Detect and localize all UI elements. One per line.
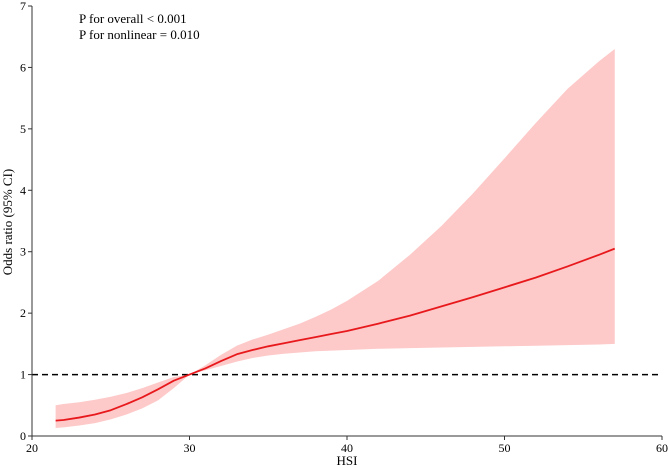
y-tick-label: 6 [20, 60, 26, 74]
y-tick-label: 7 [20, 0, 26, 13]
x-tick-label: 40 [341, 441, 353, 455]
odds-ratio-line [55, 247, 616, 422]
x-tick-label: 50 [499, 441, 511, 455]
x-tick-label: 20 [26, 441, 38, 455]
y-tick-label: 0 [20, 429, 26, 443]
x-tick-label: 30 [184, 441, 196, 455]
y-tick-label: 4 [20, 183, 26, 197]
y-axis-title: Odds ratio (95% CI) [0, 169, 15, 276]
annotation-p-nonlinear: P for nonlinear = 0.010 [79, 27, 200, 42]
y-tick-label: 2 [20, 306, 26, 320]
y-tick-label: 3 [20, 245, 26, 259]
plot-area [32, 49, 662, 429]
x-tick-label: 60 [656, 441, 668, 455]
axes: 20 30 40 50 60 0 1 2 3 4 5 6 7 [20, 0, 668, 455]
confidence-band [55, 49, 615, 429]
y-tick-label: 1 [20, 368, 26, 382]
x-axis-title: HSI [337, 453, 358, 468]
annotation-p-overall: P for overall < 0.001 [79, 11, 187, 26]
y-tick-label: 5 [20, 122, 26, 136]
